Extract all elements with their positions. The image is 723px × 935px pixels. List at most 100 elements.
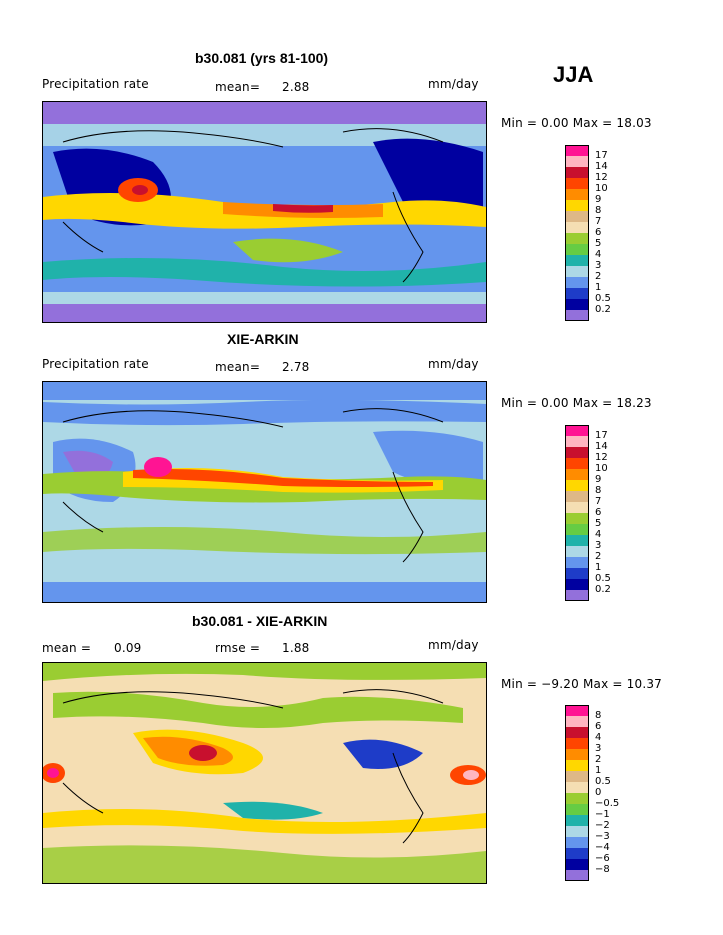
panel-1-legend-swatch — [565, 156, 589, 167]
panel-1-mean-value: 2.88 — [282, 80, 310, 94]
panel-1-legend-label: 6 — [595, 227, 602, 238]
panel-1-legend-label: 1 — [595, 282, 602, 293]
panel-2-legend-swatch — [565, 469, 589, 480]
panel-3-map-graphic — [43, 663, 486, 883]
panel-3-legend-swatch — [565, 826, 589, 837]
panel-3-legend-swatch — [565, 848, 589, 859]
panel-3-legend-swatch — [565, 804, 589, 815]
panel-3-legend-swatch — [565, 837, 589, 848]
panel-3-legend-label: −8 — [595, 864, 610, 875]
season-label: JJA — [553, 62, 594, 87]
panel-1-units: mm/day — [428, 77, 479, 91]
panel-2-legend-swatch — [565, 535, 589, 546]
panel-2-units: mm/day — [428, 357, 479, 371]
panel-1-legend-swatch — [565, 167, 589, 178]
panel-3-legend-label: −2 — [595, 820, 610, 831]
panel-1-legend-label: 10 — [595, 183, 608, 194]
panel-2-legend-swatch — [565, 436, 589, 447]
panel-1-legend-swatch — [565, 288, 589, 299]
panel-3-legend-label: −1 — [595, 809, 610, 820]
panel-2-legend-swatch — [565, 491, 589, 502]
panel-2-mean-label: mean= — [215, 360, 261, 374]
panel-2-title: XIE-ARKIN — [227, 331, 299, 347]
panel-3-mean-value: 0.09 — [114, 641, 142, 655]
panel-1-legend: 17 14 12 10 9 8 7 6 5 4 3 2 1 0.5 0.2 — [565, 145, 645, 321]
panel-3-legend-swatch — [565, 815, 589, 826]
panel-1-legend-swatch — [565, 244, 589, 255]
panel-1-legend-swatch — [565, 299, 589, 310]
panel-2-variable-label: Precipitation rate — [42, 357, 149, 371]
panel-3-legend-label: 1 — [595, 765, 602, 776]
panel-2-minmax: Min = 0.00 Max = 18.23 — [501, 396, 652, 410]
panel-2-legend-label: 5 — [595, 518, 602, 529]
panel-1-legend-swatch — [565, 277, 589, 288]
panel-1-legend-label: 12 — [595, 172, 608, 183]
panel-2-map-graphic — [43, 382, 486, 602]
panel-3-legend: 8 6 4 3 2 1 0.5 0 −0.5 −1 −2 −3 −4 −6 −8 — [565, 705, 645, 881]
panel-3-legend-label: 6 — [595, 721, 602, 732]
panel-3-legend-swatch — [565, 870, 589, 881]
panel-2-legend-label: 8 — [595, 485, 602, 496]
panel-2-legend-label: 0.5 — [595, 573, 611, 584]
panel-2-legend-label: 17 — [595, 430, 608, 441]
panel-3-legend-swatch — [565, 749, 589, 760]
panel-3-legend-label: 0.5 — [595, 776, 611, 787]
panel-2-legend-label: 2 — [595, 551, 602, 562]
panel-3-legend-swatch — [565, 859, 589, 870]
panel-1-variable-label: Precipitation rate — [42, 77, 149, 91]
panel-1-map — [42, 101, 487, 323]
panel-2-legend-swatch — [565, 513, 589, 524]
panel-2-legend-label: 10 — [595, 463, 608, 474]
panel-1-legend-label: 17 — [595, 150, 608, 161]
panel-2-legend-label: 6 — [595, 507, 602, 518]
panel-2-mean-value: 2.78 — [282, 360, 310, 374]
panel-1-minmax: Min = 0.00 Max = 18.03 — [501, 116, 652, 130]
panel-1-legend-label: 3 — [595, 260, 602, 271]
panel-3-map — [42, 662, 487, 884]
panel-1-legend-swatch — [565, 255, 589, 266]
panel-2-legend-label: 0.2 — [595, 584, 611, 595]
panel-3-rmse-label: rmse = — [215, 641, 261, 655]
panel-1-legend-label: 2 — [595, 271, 602, 282]
panel-3-legend-label: −3 — [595, 831, 610, 842]
panel-1-legend-label: 14 — [595, 161, 608, 172]
panel-3-legend-label: 8 — [595, 710, 602, 721]
panel-2-legend-swatch — [565, 425, 589, 436]
panel-2-legend-swatch — [565, 579, 589, 590]
panel-3-legend-label: 0 — [595, 787, 602, 798]
panel-1-legend-swatch — [565, 211, 589, 222]
panel-2-legend-swatch — [565, 590, 589, 601]
panel-2-legend-swatch — [565, 546, 589, 557]
panel-3-legend-label: −4 — [595, 842, 610, 853]
panel-3-legend-label: 4 — [595, 732, 602, 743]
panel-1-legend-label: 8 — [595, 205, 602, 216]
panel-3-legend-swatch — [565, 727, 589, 738]
panel-1-legend-swatch — [565, 222, 589, 233]
panel-1-mean-label: mean= — [215, 80, 261, 94]
panel-3-legend-swatch — [565, 760, 589, 771]
panel-1-title: b30.081 (yrs 81-100) — [195, 50, 329, 66]
panel-2-legend-swatch — [565, 458, 589, 469]
panel-1-legend-label: 5 — [595, 238, 602, 249]
panel-3-legend-swatch — [565, 738, 589, 749]
panel-2-legend-swatch — [565, 480, 589, 491]
panel-2-legend-label: 1 — [595, 562, 602, 573]
panel-3-legend-swatch — [565, 793, 589, 804]
panel-1-legend-swatch — [565, 178, 589, 189]
panel-2-map — [42, 381, 487, 603]
panel-1-legend-label: 0.2 — [595, 304, 611, 315]
panel-2-legend-swatch — [565, 557, 589, 568]
panel-1-legend-label: 0.5 — [595, 293, 611, 304]
panel-3-rmse-value: 1.88 — [282, 641, 310, 655]
panel-2-legend-label: 7 — [595, 496, 602, 507]
panel-3-units: mm/day — [428, 638, 479, 652]
panel-1-legend-label: 9 — [595, 194, 602, 205]
panel-2-legend-label: 14 — [595, 441, 608, 452]
panel-2-legend-label: 4 — [595, 529, 602, 540]
panel-2-legend-swatch — [565, 502, 589, 513]
panel-1-legend-swatch — [565, 233, 589, 244]
panel-3-legend-swatch — [565, 705, 589, 716]
panel-2-legend-label: 12 — [595, 452, 608, 463]
panel-2-legend-swatch — [565, 568, 589, 579]
panel-3-minmax: Min = −9.20 Max = 10.37 — [501, 677, 663, 691]
